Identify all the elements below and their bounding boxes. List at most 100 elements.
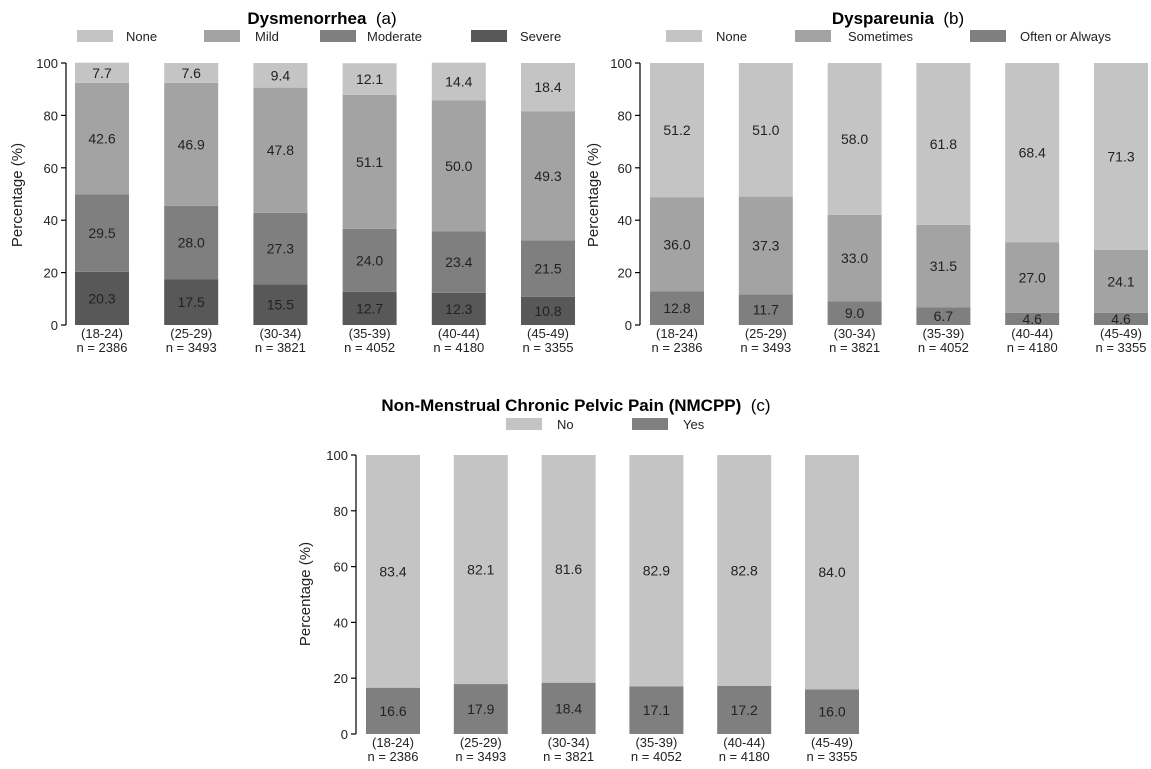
data-label: 51.0: [752, 122, 779, 138]
bar-segment: [717, 455, 772, 687]
bar-segment: [253, 63, 308, 88]
bar-segment: [342, 94, 397, 229]
data-label: 29.5: [88, 225, 115, 241]
category-count-label: n = 3493: [455, 749, 506, 764]
bar-segment: [1005, 63, 1060, 243]
category-count-label: n = 4052: [631, 749, 682, 764]
bar-segment: [521, 240, 575, 297]
bar-segment: [916, 307, 971, 325]
category-label: (30-34): [548, 735, 590, 750]
panel-title-main: Dyspareunia: [832, 9, 935, 28]
category-label: (45-49): [811, 735, 853, 750]
bar-segment: [916, 224, 971, 308]
data-label: 12.8: [663, 300, 690, 316]
y-tick-label: 100: [36, 56, 58, 71]
plot-area: 12.8 36.0 51.2 (18-24)n = 2386 11.7 37.3 51.0 (…: [610, 56, 1148, 355]
panel-nmcpp: Non-Menstrual Chronic Pelvic Pain (NMCPP…: [297, 396, 859, 764]
data-label: 27.0: [1019, 270, 1046, 286]
data-label: 11.7: [753, 302, 779, 318]
bar-segment: [342, 63, 397, 95]
panel-title-suffix: (a): [376, 9, 397, 28]
bar-segment: [1094, 63, 1148, 250]
panel-title: Dyspareunia (b): [832, 9, 964, 28]
legend: No Yes: [506, 417, 705, 432]
y-tick-label: 40: [334, 615, 348, 630]
legend-label: No: [557, 417, 574, 432]
category-count-label: n = 3355: [523, 340, 574, 355]
bar-segment: [541, 455, 596, 683]
bar-segment: [805, 455, 859, 690]
category-label: (30-34): [259, 326, 301, 341]
category-count-label: n = 4052: [344, 340, 395, 355]
bar-segment: [75, 194, 129, 272]
data-label: 68.4: [1019, 145, 1046, 161]
legend-label: Moderate: [367, 29, 422, 44]
y-axis-label: Percentage (%): [585, 143, 602, 247]
legend-swatch: [471, 30, 507, 42]
plot-area: 20.3 29.5 42.6 7.7 (18-24)n = 2386 17.5 28.0 46…: [36, 56, 575, 355]
data-label: 9.4: [271, 67, 291, 83]
y-tick-label: 100: [610, 56, 632, 71]
data-label: 24.0: [356, 252, 383, 268]
data-label: 81.6: [555, 561, 582, 577]
data-label: 17.1: [643, 702, 670, 718]
bar-segment: [253, 284, 308, 325]
category-count-label: n = 3821: [829, 340, 880, 355]
category-count-label: n = 4052: [918, 340, 969, 355]
y-tick-label: 40: [618, 213, 632, 228]
data-label: 28.0: [178, 234, 205, 250]
bar-segment: [650, 197, 704, 292]
category-label: (25-29): [170, 326, 212, 341]
data-label: 37.3: [752, 237, 779, 253]
legend-label: None: [716, 29, 747, 44]
bar-segment: [521, 296, 575, 325]
y-tick-label: 0: [625, 318, 632, 333]
bar-segment: [650, 63, 704, 198]
bar-segment: [431, 231, 486, 293]
data-label: 4.6: [1111, 311, 1131, 327]
category-label: (18-24): [372, 735, 414, 750]
category-count-label: n = 3493: [166, 340, 217, 355]
data-label: 84.0: [818, 564, 845, 580]
legend: None Sometimes Often or Always: [666, 29, 1112, 44]
category-count-label: n = 4180: [719, 749, 770, 764]
data-label: 10.8: [534, 303, 561, 319]
bar-segment: [453, 684, 508, 734]
category-label: (40-44): [438, 326, 480, 341]
data-label: 82.8: [731, 563, 758, 579]
y-tick-label: 60: [334, 560, 348, 575]
data-label: 17.5: [178, 294, 205, 310]
bar-segment: [521, 111, 575, 241]
legend-label: Yes: [683, 417, 705, 432]
data-label: 17.9: [467, 701, 494, 717]
panel-title-main: Dysmenorrhea: [247, 9, 367, 28]
bar-segment: [1005, 312, 1060, 325]
category-label: (45-49): [527, 326, 569, 341]
panel-dyspareunia: Dyspareunia (b) Percentage (%) None Somet…: [585, 9, 1148, 355]
plot-area: 16.683.4(18-24)n = 238617.982.1(25-29)n …: [326, 448, 859, 764]
panel-title: Dysmenorrhea (a): [247, 9, 396, 28]
data-label: 12.3: [445, 301, 472, 317]
category-label: (35-39): [635, 735, 677, 750]
data-label: 16.0: [818, 704, 845, 720]
bar-segment: [453, 455, 508, 685]
category-count-label: n = 3355: [807, 749, 858, 764]
bar-segment: [717, 686, 772, 734]
bar-segment: [1094, 249, 1148, 313]
bar-segment: [75, 82, 129, 195]
bar-segment: [431, 62, 486, 101]
y-axis-label: Percentage (%): [9, 143, 26, 247]
y-tick-label: 80: [44, 108, 58, 123]
data-label: 58.0: [841, 131, 868, 147]
category-count-label: n = 3821: [255, 340, 306, 355]
bar-segment: [805, 689, 859, 734]
data-label: 17.2: [731, 702, 758, 718]
bar-segment: [521, 63, 575, 112]
category-label: (25-29): [460, 735, 502, 750]
panel-title-main: Non-Menstrual Chronic Pelvic Pain (NMCPP…: [381, 396, 741, 415]
y-axis-label: Percentage (%): [297, 542, 314, 646]
bar-segment: [916, 63, 971, 225]
data-label: 83.4: [379, 563, 406, 579]
bar-segment: [1094, 312, 1148, 325]
panel-dysmenorrhea: Dysmenorrhea (a) Percentage (%) None Mild…: [9, 9, 575, 355]
